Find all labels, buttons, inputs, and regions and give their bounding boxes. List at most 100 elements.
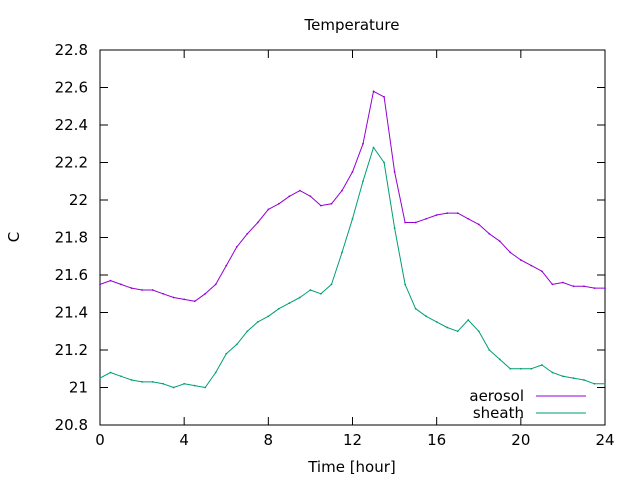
data-point-aerosol	[383, 95, 385, 98]
y-tick-label: 21	[69, 379, 88, 397]
legend: aerosol sheath	[469, 387, 586, 422]
y-tick-label: 22.6	[55, 79, 88, 97]
data-point-sheath	[435, 320, 438, 323]
y-tick-label: 21.4	[55, 304, 88, 322]
x-tick-label: 20	[511, 431, 530, 449]
data-point-sheath	[551, 371, 554, 374]
data-point-sheath	[267, 315, 270, 318]
data-point-sheath	[193, 384, 196, 387]
data-point-sheath	[509, 367, 512, 370]
data-point-sheath	[341, 251, 343, 254]
data-point-sheath	[593, 382, 596, 385]
data-point-sheath	[456, 330, 459, 333]
data-point-sheath	[540, 364, 543, 366]
data-point-sheath	[446, 326, 449, 329]
data-point-aerosol	[225, 264, 228, 267]
data-point-aerosol	[246, 232, 249, 235]
data-point-sheath	[583, 379, 585, 381]
data-point-sheath	[330, 283, 333, 286]
data-point-aerosol	[204, 292, 207, 295]
data-point-aerosol	[593, 287, 596, 290]
data-point-aerosol	[256, 221, 259, 224]
data-point-aerosol	[404, 221, 407, 224]
data-point-aerosol	[267, 208, 270, 211]
chart-title: Temperature	[303, 16, 399, 34]
data-point-sheath	[414, 307, 417, 310]
data-point-aerosol	[572, 285, 575, 288]
data-point-aerosol	[309, 195, 312, 198]
data-point-sheath	[604, 382, 606, 385]
data-point-sheath	[141, 380, 143, 383]
data-point-aerosol	[362, 142, 364, 145]
data-point-aerosol	[435, 214, 438, 216]
data-point-aerosol	[172, 296, 175, 299]
x-tick-label: 8	[264, 431, 274, 449]
data-point-sheath	[404, 283, 407, 286]
data-point-sheath	[530, 367, 533, 370]
data-point-aerosol	[162, 292, 165, 295]
data-point-sheath	[109, 371, 112, 374]
data-point-sheath	[256, 320, 259, 323]
data-point-sheath	[320, 292, 322, 295]
data-point-sheath	[351, 217, 354, 220]
data-point-aerosol	[277, 202, 280, 205]
data-point-sheath	[225, 352, 228, 355]
data-point-sheath	[477, 330, 480, 333]
data-point-aerosol	[183, 298, 186, 301]
y-tick-label: 21.6	[55, 266, 88, 284]
data-point-sheath	[183, 382, 186, 385]
data-point-aerosol	[562, 281, 564, 284]
data-point-sheath	[498, 358, 501, 361]
data-point-sheath	[372, 146, 375, 149]
data-point-aerosol	[456, 212, 459, 215]
data-point-aerosol	[341, 189, 343, 192]
data-point-aerosol	[141, 289, 143, 291]
data-point-sheath	[120, 375, 122, 378]
data-point-sheath	[467, 319, 470, 321]
data-point-aerosol	[446, 212, 449, 215]
y-axis-label: C	[5, 232, 23, 242]
data-point-aerosol	[488, 232, 491, 235]
data-point-aerosol	[288, 195, 291, 198]
data-point-sheath	[362, 180, 364, 183]
data-point-sheath	[130, 379, 133, 381]
data-point-aerosol	[99, 283, 101, 286]
y-tick-label: 21.8	[55, 229, 88, 247]
data-point-aerosol	[604, 287, 606, 290]
data-point-aerosol	[477, 223, 480, 226]
data-point-aerosol	[498, 240, 501, 243]
legend-label-aerosol: aerosol	[469, 387, 524, 405]
data-point-sheath	[235, 343, 238, 346]
plot-area: 0 4 8 12 16 20 24 20.8 21 21.2 21.4 21.6 21.8 22 22.2 2…	[55, 41, 615, 449]
x-tick-label: 24	[595, 431, 614, 449]
x-tick-label: 4	[179, 431, 189, 449]
data-point-sheath	[246, 330, 249, 333]
data-point-aerosol	[540, 270, 543, 273]
data-point-aerosol	[214, 283, 217, 286]
data-point-aerosol	[330, 202, 333, 205]
data-point-aerosol	[235, 245, 238, 248]
series-line-aerosol	[99, 90, 605, 302]
y-tick-label: 20.8	[55, 416, 88, 434]
data-point-sheath	[425, 315, 428, 318]
data-point-sheath	[519, 367, 522, 370]
data-point-sheath	[298, 296, 301, 299]
data-point-aerosol	[519, 259, 522, 261]
data-point-sheath	[172, 386, 175, 389]
data-point-aerosol	[425, 217, 428, 220]
data-point-sheath	[393, 227, 396, 230]
data-point-aerosol	[393, 170, 396, 173]
y-tick-label: 21.2	[55, 341, 88, 359]
x-tick-label: 16	[427, 431, 446, 449]
data-point-sheath	[277, 307, 280, 310]
data-point-aerosol	[551, 283, 554, 286]
data-point-sheath	[562, 375, 564, 378]
data-point-aerosol	[193, 300, 196, 303]
data-point-aerosol	[130, 287, 133, 290]
data-point-sheath	[214, 371, 217, 374]
data-point-aerosol	[372, 90, 375, 93]
x-tick-label: 12	[343, 431, 362, 449]
data-point-aerosol	[509, 251, 512, 254]
data-point-aerosol	[530, 264, 533, 267]
